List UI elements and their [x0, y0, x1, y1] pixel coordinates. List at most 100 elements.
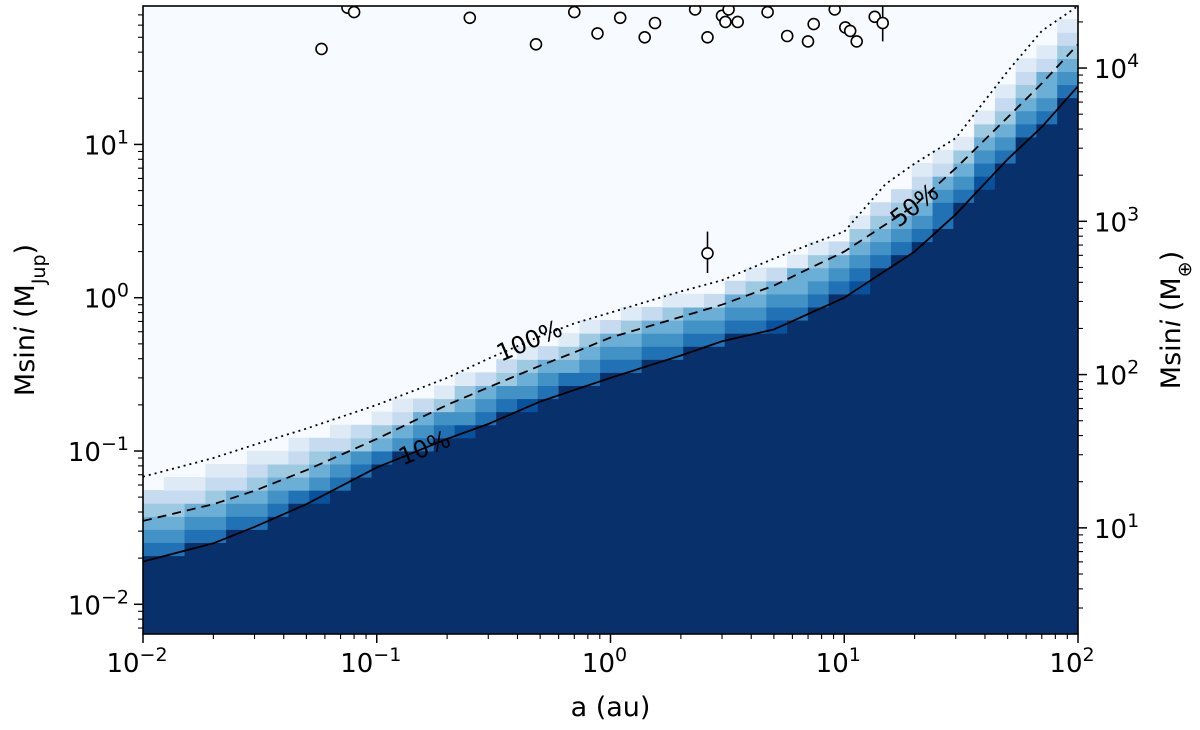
- heatmap-cell: [911, 372, 934, 387]
- heatmap-cell: [1015, 97, 1038, 112]
- heatmap-cell: [932, 398, 954, 413]
- heatmap-cell: [662, 529, 684, 544]
- heatmap-cell: [787, 372, 809, 387]
- heatmap-cell: [496, 437, 518, 452]
- heatmap-cell: [787, 620, 809, 634]
- heatmap-cell: [662, 293, 684, 308]
- heatmap-cell: [288, 463, 310, 478]
- heatmap-cell: [163, 568, 186, 583]
- heatmap-cell: [745, 411, 767, 426]
- heatmap-cell: [205, 477, 227, 491]
- heatmap-cell: [496, 529, 518, 544]
- contour-solid-line: [143, 85, 1078, 563]
- heatmap-cell: [745, 280, 767, 295]
- heatmap-cell: [454, 581, 477, 596]
- heatmap-cell: [475, 490, 497, 504]
- heatmap-cell: [891, 516, 913, 530]
- heatmap-cell: [932, 346, 954, 360]
- heatmap-cell: [745, 267, 767, 282]
- heatmap-cell: [683, 450, 705, 465]
- heatmap-cell: [433, 568, 456, 583]
- heatmap-cell: [1057, 176, 1078, 190]
- heatmap-cell: [766, 477, 788, 491]
- heatmap-cell: [828, 333, 851, 347]
- y2-axis-title: Msini (M⊕): [1156, 251, 1196, 389]
- heatmap-cell: [246, 463, 269, 478]
- heatmap-cell: [911, 620, 934, 634]
- heatmap-cell: [891, 542, 913, 557]
- heatmap-cell: [953, 359, 975, 373]
- heatmap-cell: [537, 555, 560, 570]
- heatmap-cell: [267, 463, 290, 478]
- heatmap-cell: [558, 437, 580, 452]
- heatmap-cell: [475, 555, 497, 570]
- heatmap-cell: [163, 477, 186, 491]
- heatmap-cell: [475, 463, 497, 478]
- y2-tick-label: 103: [1094, 203, 1139, 238]
- heatmap-cell: [745, 607, 767, 622]
- heatmap-cell: [330, 424, 352, 439]
- heatmap-cell: [620, 555, 643, 570]
- heatmap-cell: [828, 450, 851, 465]
- heatmap-cell: [350, 581, 373, 596]
- heatmap-cell: [267, 477, 290, 491]
- planet-point: [722, 6, 735, 16]
- heatmap-cell: [683, 463, 705, 478]
- heatmap-cell: [953, 516, 975, 530]
- heatmap-cell: [828, 516, 851, 530]
- heatmap-cell: [911, 594, 934, 609]
- heatmap-cell: [558, 529, 580, 544]
- heatmap-cell: [620, 450, 643, 465]
- heatmap-cell: [849, 306, 871, 321]
- heatmap-cell: [766, 267, 788, 282]
- heatmap-cell: [267, 450, 290, 465]
- heatmap-cell: [911, 254, 934, 269]
- heatmap-cell: [891, 359, 913, 373]
- heatmap-cell: [704, 516, 726, 530]
- heatmap-cell: [496, 516, 518, 530]
- heatmap-cell: [1036, 385, 1058, 400]
- y-tick-label: 10−2: [68, 586, 129, 621]
- heatmap-cell: [1057, 607, 1078, 622]
- heatmap-cell: [787, 320, 809, 334]
- heatmap-cell: [683, 568, 705, 583]
- heatmap-cell: [579, 450, 601, 465]
- heatmap-cell: [849, 437, 871, 452]
- heatmap-cell: [994, 594, 1017, 609]
- heatmap-cell: [745, 490, 767, 504]
- heatmap-cell: [475, 581, 497, 596]
- heatmap-cell: [1057, 503, 1078, 517]
- heatmap-cell: [330, 568, 352, 583]
- heatmap-cell: [787, 437, 809, 452]
- heatmap-cell: [579, 385, 601, 400]
- heatmap-cell: [911, 437, 934, 452]
- heatmap-cell: [475, 607, 497, 622]
- heatmap-cell: [994, 450, 1017, 465]
- heatmap-cell: [413, 594, 435, 609]
- heatmap-cell: [787, 424, 809, 439]
- heatmap-cell: [579, 398, 601, 413]
- heatmap-cell: [724, 306, 747, 321]
- heatmap-cell: [953, 215, 975, 230]
- heatmap-cell: [766, 529, 788, 544]
- heatmap-cell: [1057, 202, 1078, 216]
- heatmap-cell: [537, 594, 560, 609]
- heatmap-cell: [683, 594, 705, 609]
- heatmap-cell: [974, 254, 996, 269]
- heatmap-cell: [662, 398, 684, 413]
- heatmap-cell: [288, 450, 310, 465]
- heatmap-cell: [994, 437, 1017, 452]
- heatmap-cell: [496, 607, 518, 622]
- heatmap-cell: [994, 293, 1017, 308]
- heatmap-cell: [828, 463, 851, 478]
- contour-lines: [143, 6, 1078, 563]
- heatmap-cell: [891, 293, 913, 308]
- heatmap-cell: [620, 437, 643, 452]
- heatmap-cell: [496, 555, 518, 570]
- heatmap-cell: [849, 385, 871, 400]
- heatmap-cell: [724, 568, 747, 583]
- heatmap-cell: [974, 189, 996, 203]
- heatmap-cell: [413, 581, 435, 596]
- heatmap-cell: [496, 503, 518, 517]
- heatmap-cell: [974, 372, 996, 387]
